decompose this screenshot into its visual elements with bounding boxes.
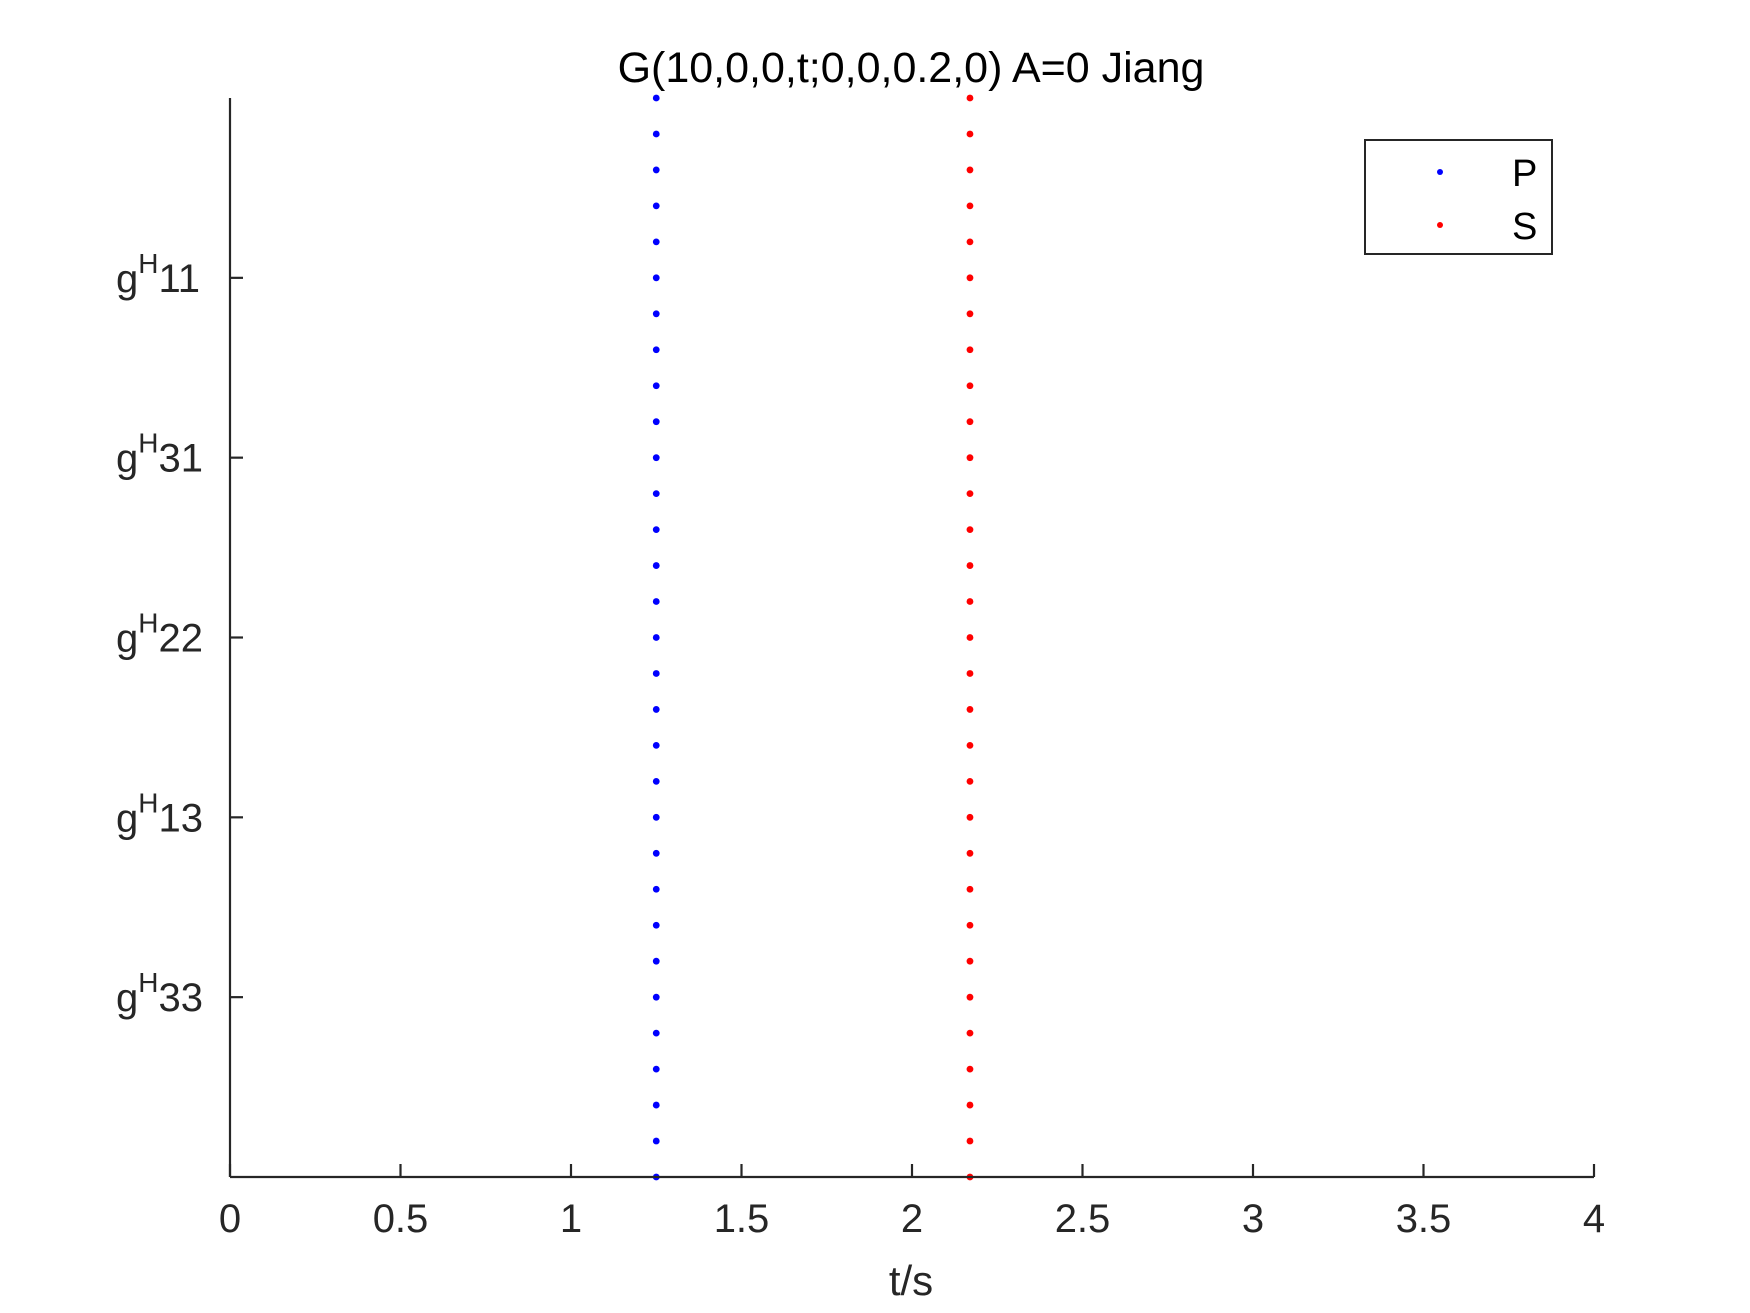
- legend: P S: [1364, 139, 1553, 255]
- y-tick-label: gH33: [116, 967, 203, 1020]
- x-tick-label: 1: [560, 1197, 582, 1241]
- data-point-p: [652, 166, 660, 174]
- data-point-s: [966, 598, 974, 605]
- data-point-s: [966, 346, 974, 354]
- data-point-s: [966, 777, 974, 785]
- data-point-s: [966, 885, 974, 893]
- x-tick-label: 3.5: [1396, 1197, 1452, 1241]
- data-point-s: [966, 454, 974, 462]
- data-point-s: [966, 1137, 974, 1145]
- y-tick-label: gH11: [116, 248, 200, 301]
- y-tick-label: gH13: [116, 787, 203, 840]
- data-point-s: [966, 993, 974, 1001]
- data-point-s: [966, 670, 974, 677]
- y-axis-ticks: gH33 gH13 gH22 gH31 gH11: [116, 248, 243, 1020]
- data-point-s: [966, 238, 974, 246]
- data-point-p: [652, 598, 660, 605]
- data-point-p: [652, 418, 660, 426]
- data-point-p: [652, 202, 660, 210]
- data-point-p: [652, 885, 660, 893]
- data-point-s: [966, 921, 974, 929]
- y-tick-label: gH22: [116, 608, 203, 661]
- data-point-p: [652, 526, 660, 533]
- data-point-s: [966, 274, 974, 282]
- legend-label-p: P: [1512, 153, 1537, 195]
- data-point-p: [652, 130, 660, 138]
- data-point-p: [652, 382, 660, 390]
- data-point-p: [652, 957, 660, 965]
- data-point-p: [652, 849, 660, 857]
- data-point-p: [652, 94, 660, 102]
- data-point-s: [966, 813, 974, 821]
- data-point-s: [966, 1029, 974, 1037]
- data-point-s: [966, 310, 974, 318]
- data-point-s: [966, 742, 974, 749]
- data-point-p: [652, 346, 660, 354]
- data-point-s: [966, 418, 974, 426]
- legend-box: [1364, 139, 1553, 255]
- x-tick-label: 0: [219, 1197, 241, 1241]
- data-point-s: [966, 202, 974, 210]
- legend-marker-p: [1437, 169, 1443, 175]
- data-point-s: [966, 1101, 974, 1109]
- data-point-s: [966, 1065, 974, 1073]
- data-point-p: [652, 742, 660, 749]
- data-point-p: [652, 921, 660, 929]
- x-tick-label: 3: [1242, 1197, 1264, 1241]
- data-point-p: [652, 813, 660, 821]
- data-point-s: [966, 382, 974, 390]
- legend-marker-s: [1437, 222, 1443, 228]
- legend-label-s: S: [1512, 206, 1537, 248]
- data-point-p: [652, 670, 660, 677]
- data-point-p: [652, 706, 660, 713]
- x-axis-ticks: 0 0.5 1 1.5 2 2.5 3 3.5 4: [219, 1164, 1605, 1241]
- x-tick-label: 0.5: [373, 1197, 429, 1241]
- data-point-p: [652, 562, 660, 569]
- data-point-s: [966, 957, 974, 965]
- data-point-s: [966, 166, 974, 174]
- data-point-s: [966, 849, 974, 857]
- data-point-p: [652, 274, 660, 282]
- data-point-s: [966, 706, 974, 713]
- data-point-s: [966, 94, 974, 102]
- data-point-p: [652, 238, 660, 246]
- y-tick-label: gH31: [116, 428, 203, 481]
- data-point-p: [652, 310, 660, 318]
- data-point-p: [652, 1137, 660, 1145]
- data-point-s: [966, 634, 974, 641]
- data-point-p: [652, 490, 660, 498]
- data-point-p: [652, 777, 660, 785]
- data-point-s: [966, 562, 974, 569]
- x-tick-label: 1.5: [714, 1197, 770, 1241]
- data-point-p: [652, 634, 660, 641]
- x-axis-label: t/s: [889, 1257, 933, 1304]
- data-point-s: [966, 526, 974, 533]
- data-point-p: [652, 1065, 660, 1073]
- chart-title: G(10,0,0,t;0,0,0.2,0) A=0 Jiang: [618, 44, 1205, 92]
- data-point-p: [652, 1029, 660, 1037]
- x-tick-label: 2: [901, 1197, 923, 1241]
- data-point-p: [652, 1101, 660, 1109]
- data-point-p: [652, 454, 660, 462]
- data-point-p: [652, 993, 660, 1001]
- data-point-s: [966, 130, 974, 138]
- data-point-s: [966, 490, 974, 498]
- data-marks: [652, 94, 974, 1181]
- x-tick-label: 2.5: [1055, 1197, 1111, 1241]
- x-tick-label: 4: [1583, 1197, 1605, 1241]
